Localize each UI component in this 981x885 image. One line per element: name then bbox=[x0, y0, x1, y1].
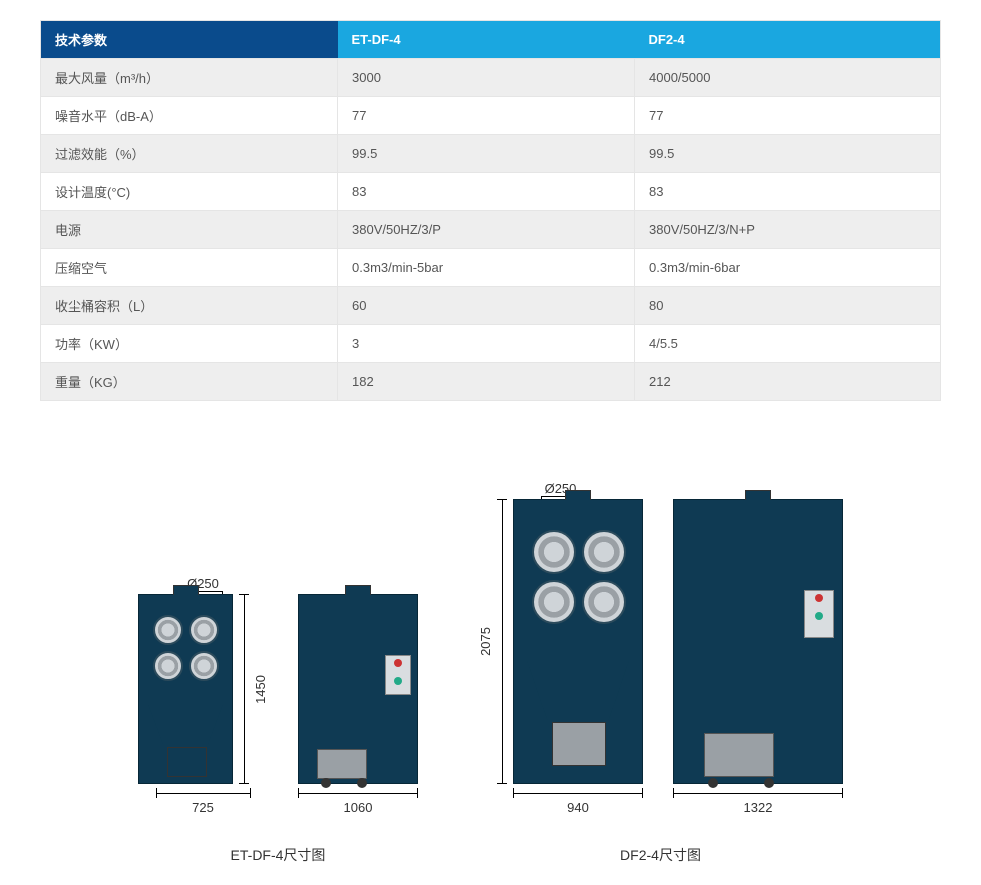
diagram-caption: ET-DF-4尺寸图 bbox=[138, 845, 418, 865]
height-label: 2075 bbox=[478, 627, 493, 656]
param-name: 最大风量（m³/h） bbox=[41, 59, 338, 97]
indicator-light-icon bbox=[815, 594, 823, 602]
table-row: 压缩空气 0.3m3/min-5bar 0.3m3/min-6bar bbox=[41, 249, 941, 287]
param-val-b: 4/5.5 bbox=[635, 325, 941, 363]
dust-bin bbox=[167, 747, 207, 777]
filter-icon bbox=[189, 615, 219, 645]
width-label: 940 bbox=[567, 800, 589, 815]
table-row: 重量（KG） 182 212 bbox=[41, 363, 941, 401]
filter-icon bbox=[582, 530, 626, 574]
depth-dimension: 1322 bbox=[673, 788, 843, 815]
param-name: 压缩空气 bbox=[41, 249, 338, 287]
spec-header-model-a: ET-DF-4 bbox=[338, 21, 635, 59]
control-panel bbox=[804, 590, 834, 638]
spec-header-model-b: DF2-4 bbox=[635, 21, 941, 59]
filter-icon bbox=[582, 580, 626, 624]
param-val-b: 0.3m3/min-6bar bbox=[635, 249, 941, 287]
inlet-icon bbox=[173, 585, 199, 595]
dust-bin bbox=[552, 722, 606, 766]
filter-icon bbox=[153, 651, 183, 681]
width-dimension: 725 bbox=[156, 788, 251, 815]
width-label: 725 bbox=[192, 800, 214, 815]
caster-wheel-icon bbox=[764, 778, 774, 788]
table-row: 过滤效能（%） 99.5 99.5 bbox=[41, 135, 941, 173]
param-val-a: 0.3m3/min-5bar bbox=[338, 249, 635, 287]
filter-grid bbox=[532, 530, 626, 624]
param-val-b: 212 bbox=[635, 363, 941, 401]
param-val-a: 380V/50HZ/3/P bbox=[338, 211, 635, 249]
etdf4-side-view: 1060 bbox=[298, 594, 418, 815]
depth-dimension: 1060 bbox=[298, 788, 418, 815]
indicator-light-icon bbox=[394, 659, 402, 667]
etdf4-front-body bbox=[138, 594, 233, 784]
depth-label: 1322 bbox=[744, 800, 773, 815]
inlet-icon bbox=[345, 585, 371, 595]
height-dimension: 1450 bbox=[239, 594, 268, 784]
filter-icon bbox=[153, 615, 183, 645]
param-val-b: 77 bbox=[635, 97, 941, 135]
height-dimension: 2075 bbox=[478, 499, 507, 784]
model-df24: Ø250 2075 bbox=[478, 481, 843, 865]
caster-wheel-icon bbox=[708, 778, 718, 788]
filter-icon bbox=[532, 580, 576, 624]
table-row: 噪音水平（dB-A） 77 77 bbox=[41, 97, 941, 135]
param-val-a: 60 bbox=[338, 287, 635, 325]
param-val-b: 80 bbox=[635, 287, 941, 325]
etdf4-front-view: Ø250 145 bbox=[138, 576, 268, 815]
hopper bbox=[148, 705, 222, 745]
etdf4-side-body bbox=[298, 594, 418, 784]
dimension-diagrams: Ø250 145 bbox=[40, 481, 941, 865]
param-val-b: 4000/5000 bbox=[635, 59, 941, 97]
param-val-a: 3 bbox=[338, 325, 635, 363]
table-row: 功率（KW） 3 4/5.5 bbox=[41, 325, 941, 363]
model-etdf4: Ø250 145 bbox=[138, 576, 418, 865]
hopper bbox=[527, 660, 629, 720]
spec-header-row: 技术参数 ET-DF-4 DF2-4 bbox=[41, 21, 941, 59]
caster-wheel-icon bbox=[357, 778, 367, 788]
spec-body: 最大风量（m³/h） 3000 4000/5000 噪音水平（dB-A） 77 … bbox=[41, 59, 941, 401]
spec-header-param: 技术参数 bbox=[41, 21, 338, 59]
filter-icon bbox=[189, 651, 219, 681]
inlet-icon bbox=[745, 490, 771, 500]
param-val-a: 3000 bbox=[338, 59, 635, 97]
df24-side-view: 1322 bbox=[673, 499, 843, 815]
param-val-a: 99.5 bbox=[338, 135, 635, 173]
param-name: 噪音水平（dB-A） bbox=[41, 97, 338, 135]
param-name: 重量（KG） bbox=[41, 363, 338, 401]
param-val-a: 182 bbox=[338, 363, 635, 401]
table-row: 电源 380V/50HZ/3/P 380V/50HZ/3/N+P bbox=[41, 211, 941, 249]
panel-button-icon bbox=[815, 612, 823, 620]
df24-front-view: Ø250 2075 bbox=[478, 481, 643, 815]
table-row: 最大风量（m³/h） 3000 4000/5000 bbox=[41, 59, 941, 97]
param-val-a: 77 bbox=[338, 97, 635, 135]
width-dimension: 940 bbox=[513, 788, 643, 815]
dust-bin-side bbox=[317, 749, 367, 779]
depth-label: 1060 bbox=[344, 800, 373, 815]
param-name: 功率（KW） bbox=[41, 325, 338, 363]
df24-front-body bbox=[513, 499, 643, 784]
height-label: 1450 bbox=[253, 675, 268, 704]
param-val-b: 83 bbox=[635, 173, 941, 211]
param-name: 电源 bbox=[41, 211, 338, 249]
df24-side-body bbox=[673, 499, 843, 784]
inlet-icon bbox=[565, 490, 591, 500]
caster-wheel-icon bbox=[321, 778, 331, 788]
param-val-b: 380V/50HZ/3/N+P bbox=[635, 211, 941, 249]
param-name: 收尘桶容积（L） bbox=[41, 287, 338, 325]
dust-bin-side bbox=[704, 733, 774, 777]
table-row: 收尘桶容积（L） 60 80 bbox=[41, 287, 941, 325]
spec-table: 技术参数 ET-DF-4 DF2-4 最大风量（m³/h） 3000 4000/… bbox=[40, 20, 941, 401]
param-name: 过滤效能（%） bbox=[41, 135, 338, 173]
diagram-caption: DF2-4尺寸图 bbox=[478, 845, 843, 865]
control-panel bbox=[385, 655, 411, 695]
param-val-a: 83 bbox=[338, 173, 635, 211]
table-row: 设计温度(°C) 83 83 bbox=[41, 173, 941, 211]
param-name: 设计温度(°C) bbox=[41, 173, 338, 211]
param-val-b: 99.5 bbox=[635, 135, 941, 173]
filter-icon bbox=[532, 530, 576, 574]
panel-button-icon bbox=[394, 677, 402, 685]
filter-grid bbox=[153, 615, 219, 681]
